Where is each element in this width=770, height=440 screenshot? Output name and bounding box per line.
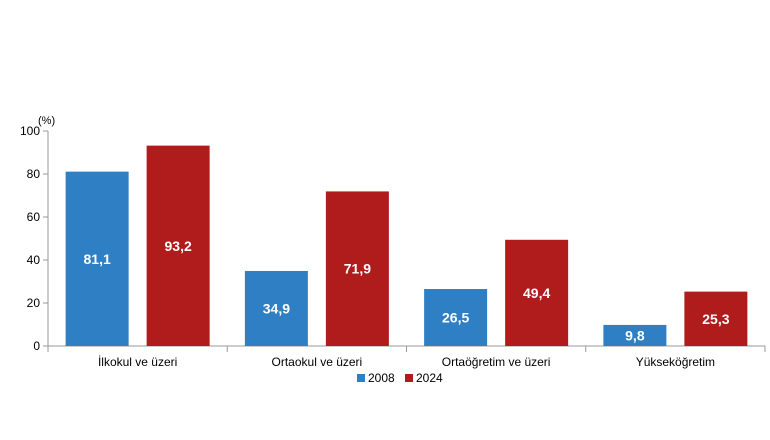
legend-swatch-2008 <box>357 374 365 382</box>
data-label: 34,9 <box>263 300 290 316</box>
y-tick-label: 100 <box>20 124 40 138</box>
category-label: Yükseköğretim <box>636 355 715 369</box>
data-label: 81,1 <box>84 251 111 267</box>
bar-2024 <box>146 145 210 346</box>
y-tick-label: 0 <box>33 339 40 353</box>
legend: 2008 2024 <box>357 371 443 385</box>
bar-2024 <box>684 291 748 346</box>
y-axis: 0 20 40 60 80 100 <box>20 124 49 353</box>
bar-2008 <box>65 171 129 346</box>
y-tick-label: 40 <box>27 253 41 267</box>
data-label: 25,3 <box>702 311 729 327</box>
category-label: Ortaokul ve üzeri <box>272 355 363 369</box>
y-tick-label: 80 <box>27 167 41 181</box>
bar-2008 <box>603 324 667 346</box>
y-tick-label: 20 <box>27 296 41 310</box>
data-label: 26,5 <box>442 310 469 326</box>
legend-label-2024: 2024 <box>416 371 443 385</box>
category-labels: İlkokul ve üzeri Ortaokul ve üzeri Ortaöğr… <box>98 355 715 369</box>
y-tick-label: 60 <box>27 210 41 224</box>
x-axis <box>47 345 766 352</box>
data-labels: 81,1 93,2 34,9 71,9 26,5 49,4 9,8 25,3 <box>84 238 730 344</box>
legend-swatch-2024 <box>405 374 413 382</box>
bar-2024 <box>325 191 389 346</box>
category-label: İlkokul ve üzeri <box>98 355 177 369</box>
bar-2008 <box>244 270 308 346</box>
bar-2008 <box>424 289 488 346</box>
category-label: Ortaöğretim ve üzeri <box>442 355 551 369</box>
data-label: 71,9 <box>344 261 371 277</box>
bar-2024 <box>505 239 569 346</box>
bars <box>65 145 748 346</box>
data-label: 93,2 <box>165 238 192 254</box>
legend-label-2008: 2008 <box>368 371 395 385</box>
data-label: 9,8 <box>625 327 645 343</box>
data-label: 49,4 <box>523 285 550 301</box>
y-unit-label: (%) <box>38 115 55 127</box>
